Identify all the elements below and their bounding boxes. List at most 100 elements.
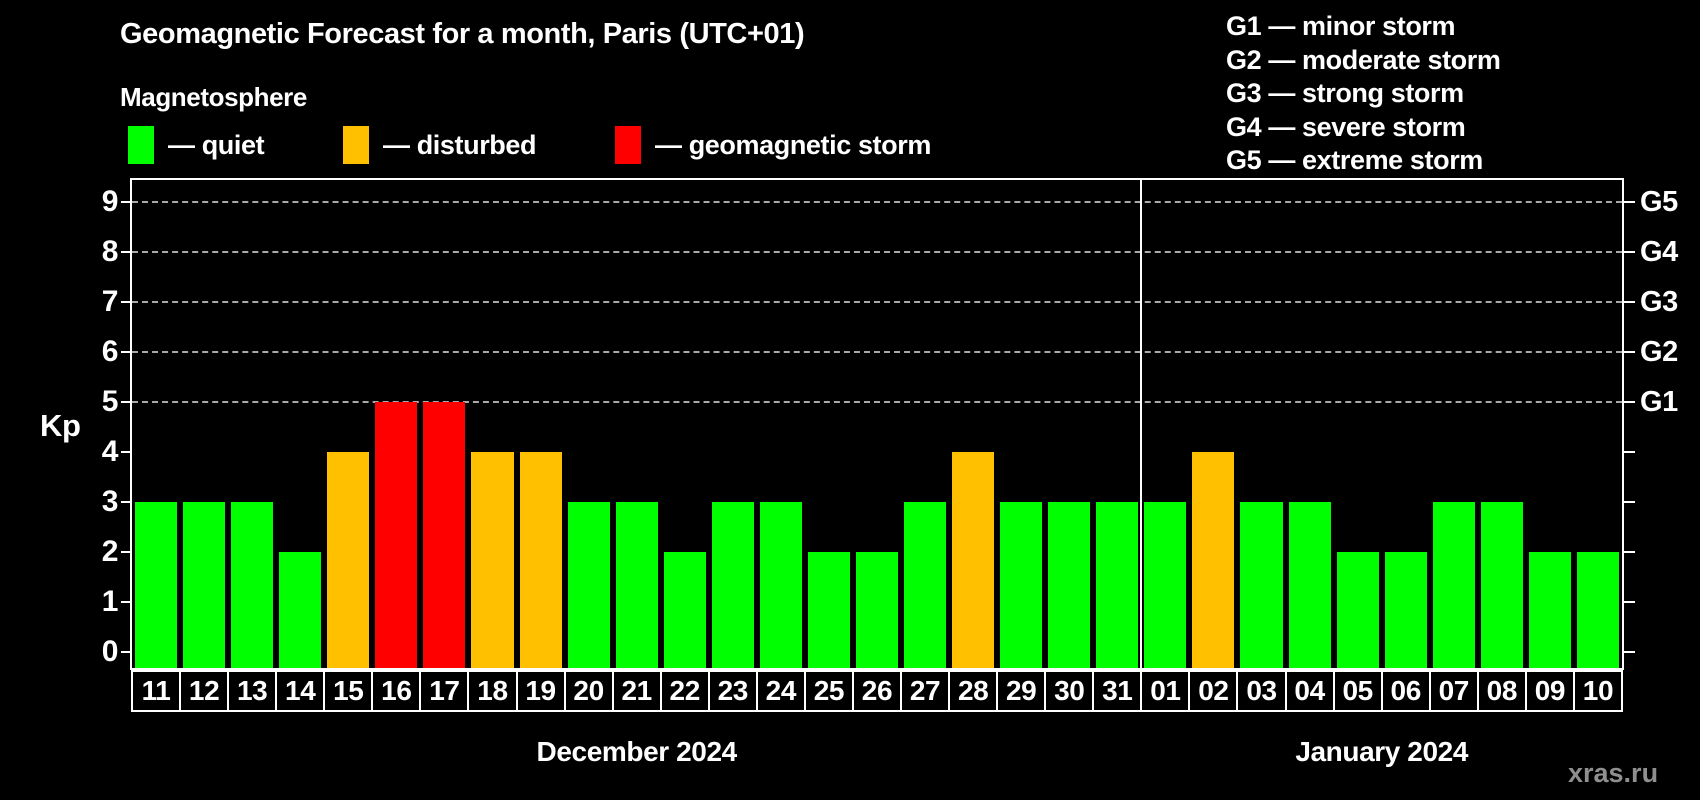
- y-axis-tick-left: [121, 501, 130, 503]
- g-scale-label-g1: G1: [1640, 386, 1678, 418]
- kp-bar-day-04: [1288, 502, 1331, 668]
- gridline-kp-8: [132, 251, 1622, 253]
- y-axis-tick-right: [1624, 651, 1635, 653]
- g-scale-label-g5: G5: [1640, 186, 1678, 218]
- page-title: Geomagnetic Forecast for a month, Paris …: [120, 18, 805, 50]
- y-axis-tick-right: [1624, 301, 1635, 303]
- y-axis-tick-label-5: 5: [101, 385, 119, 418]
- day-label-box-07: 07: [1428, 670, 1479, 712]
- kp-bar-day-13: [231, 502, 274, 668]
- day-label-box-15: 15: [323, 670, 374, 712]
- month-divider-line: [1140, 180, 1143, 668]
- y-axis-tick-right: [1624, 551, 1635, 553]
- y-axis-tick-label-2: 2: [101, 535, 119, 568]
- storm-scale-legend-line: G1 — minor storm: [1226, 11, 1456, 41]
- kp-bar-day-24: [759, 502, 802, 668]
- x-axis-day-labels: 11 12 13 14 15 16 17 18 19 20 21 22 23 24 25 26 27 28 29 30…: [131, 670, 1623, 714]
- legend-item-label: — disturbed: [383, 129, 537, 160]
- gridline-kp-6: [132, 351, 1622, 353]
- kp-bar-day-30: [1048, 502, 1091, 668]
- kp-bar-day-22: [663, 552, 706, 668]
- kp-bar-day-19: [519, 452, 562, 668]
- kp-bar-day-26: [855, 552, 899, 668]
- y-axis-tick-label-8: 8: [101, 235, 119, 268]
- month-label-december: December 2024: [536, 736, 738, 767]
- kp-bar-day-14: [279, 552, 322, 668]
- kp-bar-day-01: [1144, 502, 1187, 668]
- day-label-box-16: 16: [371, 670, 422, 712]
- kp-bar-day-16: [375, 402, 418, 668]
- day-label-box-08: 08: [1476, 670, 1527, 712]
- kp-bar-day-09: [1528, 552, 1571, 668]
- kp-bar-day-28: [952, 452, 995, 668]
- y-axis-tick-left: [121, 551, 130, 553]
- y-axis-tick-left: [121, 351, 130, 353]
- disturbed-color-swatch-icon: [343, 126, 369, 164]
- kp-bar-day-27: [904, 502, 947, 668]
- day-label-box-28: 28: [948, 670, 999, 712]
- y-axis-tick-label-6: 6: [101, 335, 119, 368]
- y-axis-tick-right: [1624, 401, 1635, 403]
- y-axis-tick-right: [1624, 251, 1635, 253]
- day-label-box-04: 04: [1284, 670, 1335, 712]
- day-label-box-02: 02: [1188, 670, 1239, 712]
- storm-scale-legend-line: G3 — strong storm: [1226, 78, 1464, 109]
- day-label-box-20: 20: [563, 670, 614, 712]
- day-label-box-31: 31: [1092, 670, 1143, 712]
- y-axis-tick-left: [121, 601, 130, 603]
- g-scale-label-g4: G4: [1640, 236, 1678, 268]
- gridline-kp-9: [132, 201, 1622, 203]
- quiet-color-swatch-icon: [128, 126, 154, 164]
- y-axis-tick-left: [121, 401, 130, 403]
- day-label-box-05: 05: [1332, 670, 1383, 712]
- kp-bar-day-29: [1000, 502, 1043, 668]
- kp-bar-day-21: [615, 502, 658, 668]
- legend-item-storm: — geomagnetic storm: [615, 124, 931, 166]
- day-label-box-23: 23: [707, 670, 758, 712]
- day-label-box-10: 10: [1572, 670, 1623, 712]
- day-label-box-17: 17: [419, 670, 470, 712]
- day-label-box-13: 13: [227, 670, 278, 712]
- day-label-box-14: 14: [275, 670, 326, 712]
- day-label-box-30: 30: [1044, 670, 1095, 712]
- day-label-box-25: 25: [803, 670, 854, 712]
- y-axis-tick-label-7: 7: [101, 285, 119, 318]
- kp-bar-day-15: [327, 452, 370, 668]
- y-axis-tick-left: [121, 301, 130, 303]
- kp-bar-day-10: [1576, 552, 1619, 668]
- y-axis-tick-label-3: 3: [101, 485, 119, 518]
- kp-bar-day-02: [1192, 452, 1235, 668]
- kp-bar-day-17: [423, 402, 466, 668]
- y-axis-tick-right: [1624, 451, 1635, 453]
- y-axis-tick-label-0: 0: [101, 635, 119, 668]
- day-label-box-03: 03: [1236, 670, 1287, 712]
- kp-bar-day-20: [567, 502, 610, 668]
- kp-bar-day-25: [807, 552, 850, 668]
- day-label-box-12: 12: [179, 670, 230, 712]
- day-label-box-21: 21: [611, 670, 662, 712]
- gridline-kp-7: [132, 301, 1622, 303]
- g-scale-label-g2: G2: [1640, 336, 1678, 368]
- kp-bar-day-06: [1384, 552, 1427, 668]
- y-axis-title: Kp: [40, 408, 81, 443]
- y-axis-tick-right: [1624, 351, 1635, 353]
- kp-bar-day-03: [1240, 502, 1283, 668]
- day-label-box-29: 29: [996, 670, 1047, 712]
- kp-bar-day-18: [471, 452, 514, 668]
- storm-scale-legend-line: G2 — moderate storm: [1226, 44, 1501, 75]
- kp-bar-day-05: [1336, 552, 1379, 668]
- magnetosphere-label: Magnetosphere: [120, 82, 307, 112]
- day-label-box-24: 24: [755, 670, 806, 712]
- legend-item-label: — quiet: [168, 129, 265, 160]
- y-axis-tick-right: [1624, 601, 1635, 603]
- legend-item-quiet: — quiet: [128, 124, 265, 166]
- day-label-box-26: 26: [851, 670, 903, 712]
- y-axis-tick-right: [1624, 501, 1635, 503]
- legend-item-label: — geomagnetic storm: [655, 129, 931, 160]
- kp-bar-day-23: [711, 502, 754, 668]
- kp-bar-day-12: [183, 502, 226, 668]
- y-axis-tick-right: [1624, 201, 1635, 203]
- storm-scale-legend-line: G4 — severe storm: [1226, 111, 1466, 142]
- storm-color-swatch-icon: [615, 126, 641, 164]
- y-axis-tick-left: [121, 201, 130, 203]
